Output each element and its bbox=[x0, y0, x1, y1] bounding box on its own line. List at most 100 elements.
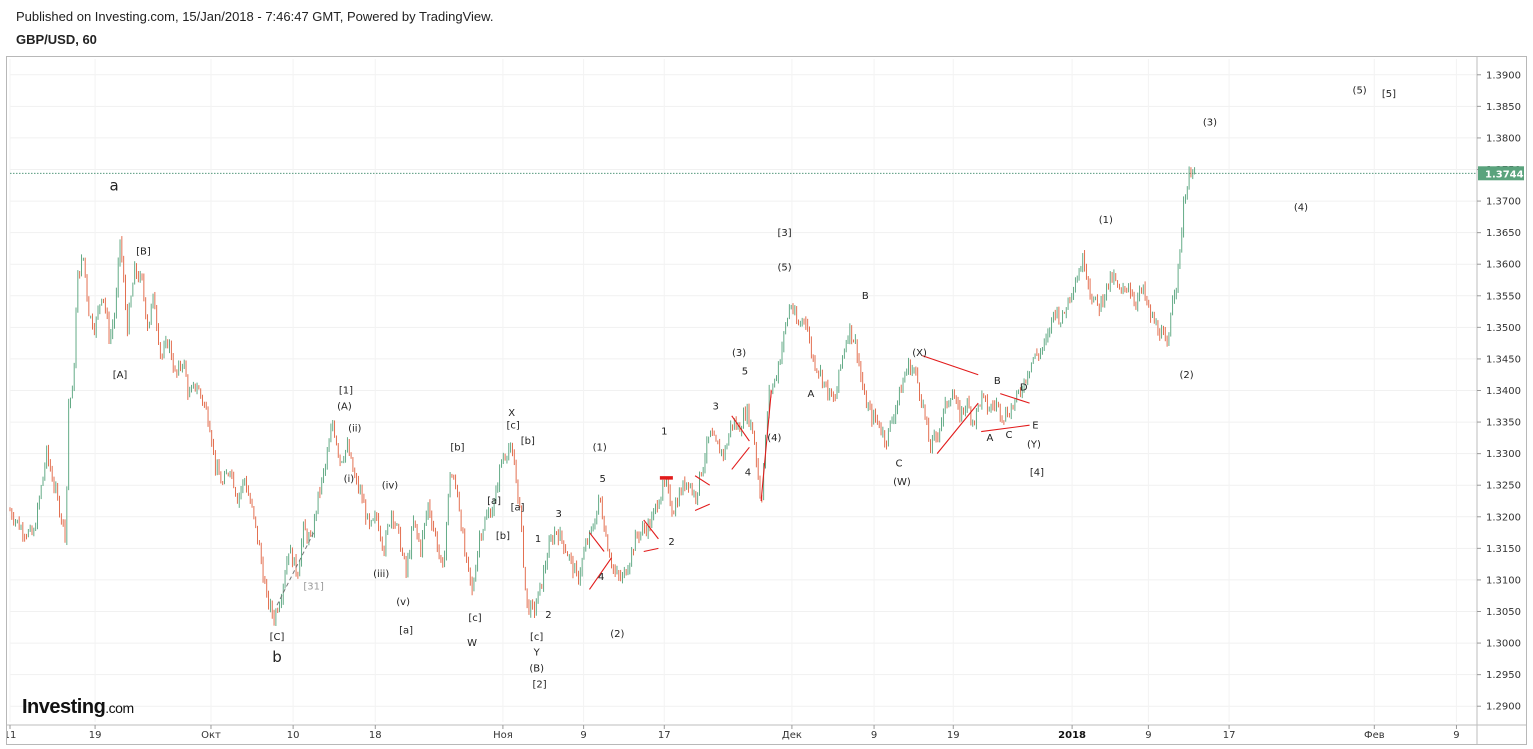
wave-label: B bbox=[994, 376, 1001, 387]
wave-trendline bbox=[731, 446, 750, 470]
wave-label: (Y) bbox=[1027, 439, 1041, 450]
investing-logo[interactable]: Investing.com bbox=[22, 696, 134, 719]
chart-frame: a [B] [A] b [C] [31] [1] (A) (ii) (i) (iv) (iii) (v)… bbox=[4, 56, 1527, 745]
marker-rect bbox=[659, 476, 673, 480]
candles bbox=[9, 166, 1477, 626]
wave-label: a bbox=[110, 176, 119, 194]
y-tick-label: 1.3700 bbox=[1486, 197, 1521, 208]
wave-trendlines bbox=[276, 355, 1030, 606]
wave-label: (3) bbox=[1203, 117, 1217, 128]
y-tick-label: 1.3500 bbox=[1486, 323, 1521, 334]
wave-label: [31] bbox=[303, 581, 324, 592]
y-tick-label: 1.3150 bbox=[1486, 544, 1521, 555]
grid-lines bbox=[9, 59, 1477, 722]
wave-trendline bbox=[589, 557, 612, 590]
wave-trendline bbox=[981, 424, 1030, 433]
wave-label: b bbox=[272, 648, 282, 666]
x-tick-label: 2018 bbox=[1058, 730, 1086, 741]
wave-label: Y bbox=[533, 648, 541, 659]
wave-trendline bbox=[1000, 393, 1030, 404]
y-tick-label: 1.3300 bbox=[1486, 449, 1521, 460]
symbol-title: GBP/USD, 60 bbox=[16, 32, 97, 47]
wave-trendline bbox=[760, 390, 772, 502]
wave-label: 1 bbox=[535, 534, 541, 545]
x-tick-label: Фев bbox=[1364, 730, 1385, 741]
wave-label: [a] bbox=[511, 502, 525, 513]
wave-label: [c] bbox=[507, 420, 520, 431]
wave-trendline bbox=[731, 415, 750, 442]
wave-trendline bbox=[694, 503, 710, 511]
wave-label: B bbox=[862, 291, 869, 302]
wave-label: [a] bbox=[399, 626, 413, 637]
wave-label: [b] bbox=[450, 442, 464, 453]
wave-label: 3 bbox=[712, 401, 718, 412]
wave-label: (iv) bbox=[382, 480, 399, 491]
wave-label: (v) bbox=[396, 597, 410, 608]
wave-label: 5 bbox=[599, 474, 605, 485]
published-caption: Published on Investing.com, 15/Jan/2018 … bbox=[16, 9, 494, 24]
x-tick-label: 17 bbox=[658, 730, 671, 741]
wave-label: [4] bbox=[1030, 468, 1044, 479]
wave-label: 2 bbox=[545, 610, 551, 621]
y-tick-label: 1.3100 bbox=[1486, 575, 1521, 586]
wave-label: 3 bbox=[555, 509, 561, 520]
wave-label: [b] bbox=[496, 531, 510, 542]
wave-label: 4 bbox=[745, 468, 751, 479]
x-tick-label: 19 bbox=[89, 730, 102, 741]
wave-label: W bbox=[467, 638, 477, 649]
logo-suffix: .com bbox=[105, 700, 134, 716]
wave-label: (iii) bbox=[373, 569, 389, 580]
wave-label: A bbox=[987, 433, 994, 444]
y-tick-label: 1.3850 bbox=[1486, 102, 1521, 113]
wave-label: (3) bbox=[732, 348, 746, 359]
wave-label: [2] bbox=[533, 679, 547, 690]
wave-label: [3] bbox=[777, 228, 791, 239]
wave-label: (1) bbox=[593, 442, 607, 453]
wave-label: A bbox=[808, 389, 815, 400]
x-tick-label: 9 bbox=[1145, 730, 1151, 741]
wave-trendline bbox=[643, 519, 659, 540]
y-tick-label: 1.3900 bbox=[1486, 70, 1521, 81]
y-tick-label: 1.3250 bbox=[1486, 481, 1521, 492]
wave-label: (ii) bbox=[348, 424, 361, 435]
y-axis: 1.2900 1.2950 1.3000 1.3050 1.3100 1.3150 1.32… bbox=[1476, 57, 1524, 744]
y-tick-label: 1.3550 bbox=[1486, 291, 1521, 302]
wave-trendline bbox=[694, 475, 711, 486]
y-tick-label: 1.3800 bbox=[1486, 133, 1521, 144]
x-tick-label: Дек bbox=[782, 730, 802, 741]
x-tick-label: 9 bbox=[1453, 730, 1459, 741]
y-tick-label: 1.3350 bbox=[1486, 418, 1521, 429]
y-tick-label: 1.3600 bbox=[1486, 260, 1521, 271]
logo-text: Investing bbox=[22, 696, 106, 718]
wave-label: (4) bbox=[767, 433, 781, 444]
price-chart[interactable]: a [B] [A] b [C] [31] [1] (A) (ii) (i) (iv) (iii) (v)… bbox=[4, 57, 1526, 744]
x-tick-label: Окт bbox=[201, 730, 221, 741]
wave-label: [B] bbox=[136, 247, 151, 258]
wave-label: C bbox=[1006, 430, 1013, 441]
x-tick-label: 19 bbox=[947, 730, 960, 741]
wave-label: C bbox=[896, 458, 903, 469]
last-price-label: 1.3744 bbox=[1485, 169, 1524, 180]
x-tick-label: Ноя bbox=[493, 730, 513, 741]
wave-trendline bbox=[936, 402, 979, 454]
x-tick-label: 11 bbox=[7, 730, 16, 741]
wave-label: (B) bbox=[529, 663, 544, 674]
wave-dashed-line bbox=[276, 532, 315, 606]
wave-label: (A) bbox=[337, 401, 352, 412]
wave-label: D bbox=[1020, 383, 1028, 394]
wave-label: 4 bbox=[598, 572, 604, 583]
wave-trendline bbox=[589, 532, 605, 552]
wave-label: [5] bbox=[1382, 89, 1396, 100]
wave-label: (5) bbox=[1353, 86, 1367, 97]
x-tick-label: 10 bbox=[287, 730, 300, 741]
x-tick-label: 9 bbox=[871, 730, 877, 741]
wave-label: (5) bbox=[777, 263, 791, 274]
wave-label: E bbox=[1032, 420, 1038, 431]
y-tick-label: 1.3650 bbox=[1486, 228, 1521, 239]
wave-label: [A] bbox=[113, 370, 128, 381]
wave-label: [1] bbox=[339, 386, 353, 397]
x-tick-label: 9 bbox=[580, 730, 586, 741]
y-tick-label: 1.3200 bbox=[1486, 512, 1521, 523]
wave-trendline bbox=[643, 547, 659, 553]
y-tick-label: 1.3050 bbox=[1486, 607, 1521, 618]
